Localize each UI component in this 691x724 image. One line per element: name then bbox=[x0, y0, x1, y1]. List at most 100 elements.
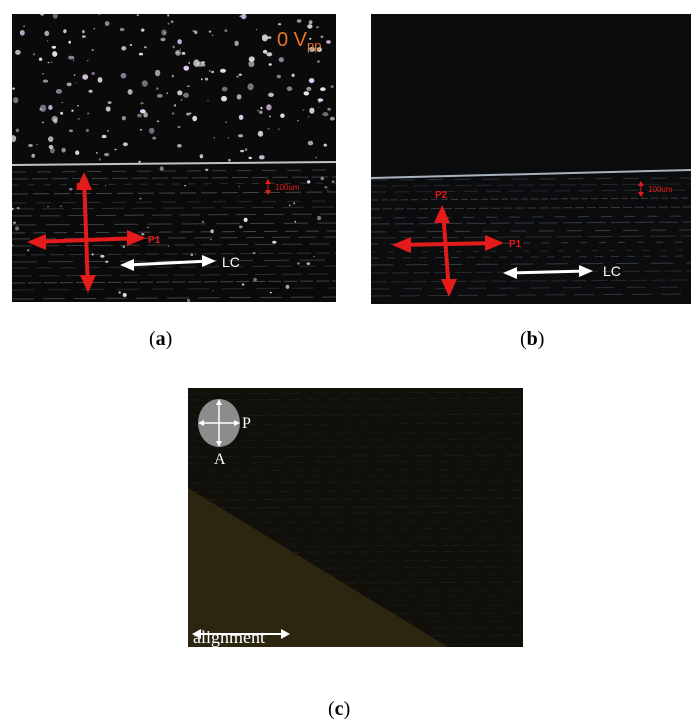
speckle bbox=[40, 104, 47, 113]
speckle bbox=[307, 116, 310, 118]
speckle bbox=[243, 217, 248, 222]
speckle bbox=[234, 40, 239, 46]
speckle bbox=[47, 61, 50, 64]
speckle bbox=[48, 144, 54, 150]
lc-label: LC bbox=[603, 263, 621, 279]
speckle bbox=[156, 94, 163, 98]
speckle bbox=[177, 39, 182, 45]
stripe bbox=[188, 474, 523, 478]
speckle bbox=[140, 102, 144, 105]
scale-bar bbox=[638, 181, 644, 197]
stripe bbox=[371, 206, 691, 210]
speckle bbox=[330, 116, 335, 121]
speckle bbox=[236, 75, 240, 78]
speckle bbox=[184, 184, 187, 187]
speckle bbox=[324, 186, 328, 189]
speckle bbox=[87, 112, 90, 115]
speckle bbox=[192, 115, 198, 122]
speckle bbox=[256, 109, 259, 112]
speckle bbox=[50, 147, 55, 154]
speckle bbox=[266, 52, 273, 57]
speckle bbox=[269, 115, 271, 118]
speckle bbox=[317, 98, 324, 102]
speckle bbox=[127, 89, 133, 95]
speckle bbox=[139, 197, 142, 200]
speckle bbox=[193, 59, 200, 67]
speckle bbox=[97, 77, 103, 83]
speckle bbox=[85, 128, 89, 133]
speckle bbox=[104, 21, 110, 26]
speckle bbox=[154, 69, 161, 77]
caption-c: (c) bbox=[328, 698, 351, 720]
speckle bbox=[120, 72, 127, 79]
speckle bbox=[317, 215, 322, 221]
stripe bbox=[188, 489, 523, 493]
speckle bbox=[201, 220, 205, 223]
speckle bbox=[317, 106, 319, 108]
speckle bbox=[136, 14, 139, 16]
speckle bbox=[327, 107, 332, 111]
speckle bbox=[152, 136, 156, 140]
speckle bbox=[42, 72, 44, 75]
speckle bbox=[192, 30, 195, 33]
speckle bbox=[48, 105, 53, 110]
speckle bbox=[72, 59, 75, 61]
speckle bbox=[93, 27, 96, 30]
speckle bbox=[199, 154, 204, 159]
speckle bbox=[177, 125, 181, 129]
stripe bbox=[12, 280, 336, 284]
speckle bbox=[207, 100, 209, 102]
speckle bbox=[331, 180, 335, 183]
speckle bbox=[291, 73, 295, 77]
stripe bbox=[188, 511, 523, 515]
speckle bbox=[330, 85, 334, 88]
stripe bbox=[371, 189, 691, 193]
scale-bar bbox=[265, 179, 271, 195]
speckle bbox=[238, 73, 242, 76]
stripe bbox=[12, 182, 336, 186]
speckle bbox=[327, 189, 329, 191]
speckle bbox=[277, 23, 282, 26]
speckle bbox=[15, 226, 20, 231]
speckle bbox=[248, 156, 252, 160]
speckle bbox=[292, 202, 296, 205]
p2-label: P2 bbox=[76, 182, 89, 193]
speckle bbox=[257, 130, 264, 137]
speckle bbox=[240, 149, 245, 153]
speckle bbox=[143, 112, 148, 118]
speckle bbox=[100, 254, 105, 258]
speckle bbox=[212, 290, 214, 292]
speckle bbox=[86, 60, 89, 62]
speckle bbox=[183, 65, 190, 71]
speckle bbox=[204, 77, 209, 81]
speckle bbox=[320, 87, 326, 92]
speckle bbox=[313, 256, 315, 257]
speckle bbox=[221, 95, 227, 102]
speckle bbox=[66, 82, 72, 87]
stripe bbox=[12, 236, 336, 240]
speckle bbox=[276, 74, 281, 79]
speckle bbox=[141, 80, 148, 87]
speckle bbox=[95, 152, 98, 154]
speckle bbox=[77, 118, 81, 120]
lc-arrow bbox=[120, 255, 216, 271]
speckle bbox=[88, 89, 93, 93]
speckle bbox=[28, 144, 33, 147]
speckle bbox=[51, 45, 57, 49]
speckle bbox=[107, 101, 112, 104]
stripe bbox=[188, 480, 523, 484]
scale-label: 100um bbox=[648, 185, 673, 194]
stripe bbox=[371, 241, 691, 245]
speckle bbox=[23, 25, 25, 27]
stripe bbox=[188, 454, 523, 458]
speckle bbox=[16, 207, 20, 210]
caption-a: (a) bbox=[149, 328, 173, 350]
speckle bbox=[205, 168, 209, 171]
speckle bbox=[278, 128, 280, 130]
speckle bbox=[146, 226, 150, 229]
speckle bbox=[262, 49, 268, 54]
speckle bbox=[261, 34, 268, 42]
speckle bbox=[183, 92, 189, 98]
speckle bbox=[194, 30, 198, 35]
stripe bbox=[188, 391, 523, 395]
